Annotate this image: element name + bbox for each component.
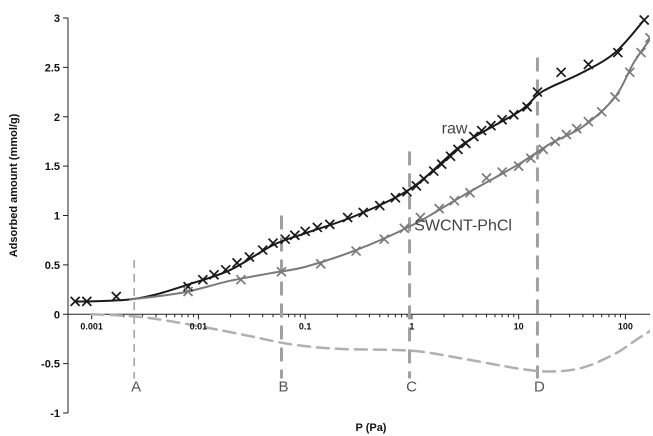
data-point-marker — [374, 200, 385, 211]
data-point-marker — [624, 67, 635, 78]
data-point-marker — [508, 109, 519, 120]
series-lines — [74, 19, 650, 373]
data-point-marker — [276, 266, 287, 277]
data-point-marker — [324, 219, 335, 230]
data-point-marker — [522, 101, 533, 112]
data-point-marker — [315, 258, 326, 269]
data-point-marker — [556, 67, 567, 78]
series-markers — [70, 14, 650, 307]
data-point-marker — [497, 166, 508, 178]
region-label-d: D — [534, 378, 545, 395]
region-label-c: C — [406, 378, 417, 395]
data-point-marker — [538, 144, 549, 155]
series-line-difference — [90, 313, 650, 373]
data-point-marker — [379, 234, 390, 245]
data-point-marker — [197, 274, 208, 285]
x-tick-label: 100 — [618, 321, 633, 331]
region-label-b: B — [278, 378, 288, 395]
data-point-marker — [267, 238, 279, 249]
region-label-a: A — [131, 378, 141, 395]
data-point-marker — [235, 274, 247, 285]
series-label-raw: raw — [442, 121, 468, 138]
data-point-marker — [350, 245, 362, 257]
data-point-marker — [583, 59, 594, 70]
y-axis-title: Adsorbed amount (mmol/g) — [8, 113, 20, 257]
data-point-marker — [476, 125, 487, 136]
x-tick-label: 0.001 — [80, 321, 103, 331]
x-axis-title: P (Pa) — [356, 422, 387, 434]
y-tick-label: 1 — [54, 211, 60, 223]
data-point-marker — [401, 186, 413, 197]
data-point-marker — [532, 86, 543, 98]
data-point-marker — [358, 207, 369, 218]
data-point-marker — [513, 161, 524, 172]
data-point-marker — [231, 257, 243, 269]
data-point-marker — [583, 116, 594, 127]
y-tick-label: 0.5 — [45, 260, 60, 272]
x-tick-label: 1 — [409, 321, 414, 331]
data-point-marker — [434, 203, 445, 214]
data-point-marker — [418, 173, 430, 185]
series-line-raw — [74, 19, 646, 303]
y-tick-label: 2.5 — [45, 62, 60, 74]
data-point-marker — [399, 223, 410, 234]
y-tick-label: -1 — [50, 408, 60, 420]
data-point-marker — [220, 264, 231, 275]
data-point-marker — [609, 91, 621, 103]
y-tick-label: 1.5 — [45, 161, 60, 173]
data-point-marker — [571, 123, 582, 134]
y-tick-label: 3 — [54, 13, 60, 25]
data-point-marker — [111, 291, 122, 302]
data-point-marker — [497, 114, 508, 125]
x-tick-label: 0.01 — [190, 321, 208, 331]
data-point-marker — [182, 286, 194, 297]
data-point-marker — [289, 230, 300, 241]
data-point-marker — [312, 222, 323, 233]
y-tick-label: 0 — [54, 309, 60, 321]
chart-texts: 3 2.5 2 1.5 1 0.5 0 -0.5 -1 0.001 0.01 0.1 1 10 100 P (… — [8, 13, 633, 434]
data-point-marker — [525, 153, 536, 164]
data-point-marker — [596, 106, 607, 117]
data-point-marker — [452, 144, 464, 155]
data-point-marker — [561, 129, 572, 140]
data-point-marker — [644, 32, 650, 43]
y-tick-label: 2 — [54, 112, 60, 124]
data-point-marker — [635, 47, 647, 58]
data-point-marker — [464, 187, 476, 198]
data-point-marker — [550, 136, 561, 147]
data-point-marker — [485, 120, 497, 131]
data-point-marker — [244, 251, 255, 263]
x-tick-label: 10 — [514, 321, 524, 331]
y-tick-label: -0.5 — [41, 359, 60, 371]
data-point-marker — [481, 172, 492, 184]
data-point-marker — [436, 159, 447, 170]
series-label-swcnt-phcl: SWCNT-PhCl — [414, 217, 512, 234]
data-point-marker — [390, 192, 401, 203]
data-point-marker — [208, 269, 220, 280]
data-point-marker — [468, 131, 479, 142]
data-point-marker — [81, 296, 92, 307]
data-point-marker — [449, 195, 460, 206]
x-tick-label: 0.1 — [299, 321, 312, 331]
data-point-marker — [342, 212, 353, 223]
data-point-marker — [257, 244, 268, 256]
data-point-marker — [639, 14, 650, 26]
data-point-marker — [415, 212, 426, 223]
data-point-marker — [280, 234, 291, 245]
series-line-swcnt-phcl — [129, 37, 650, 301]
data-point-marker — [70, 296, 81, 307]
data-point-marker — [612, 47, 623, 58]
data-point-marker — [300, 226, 311, 237]
